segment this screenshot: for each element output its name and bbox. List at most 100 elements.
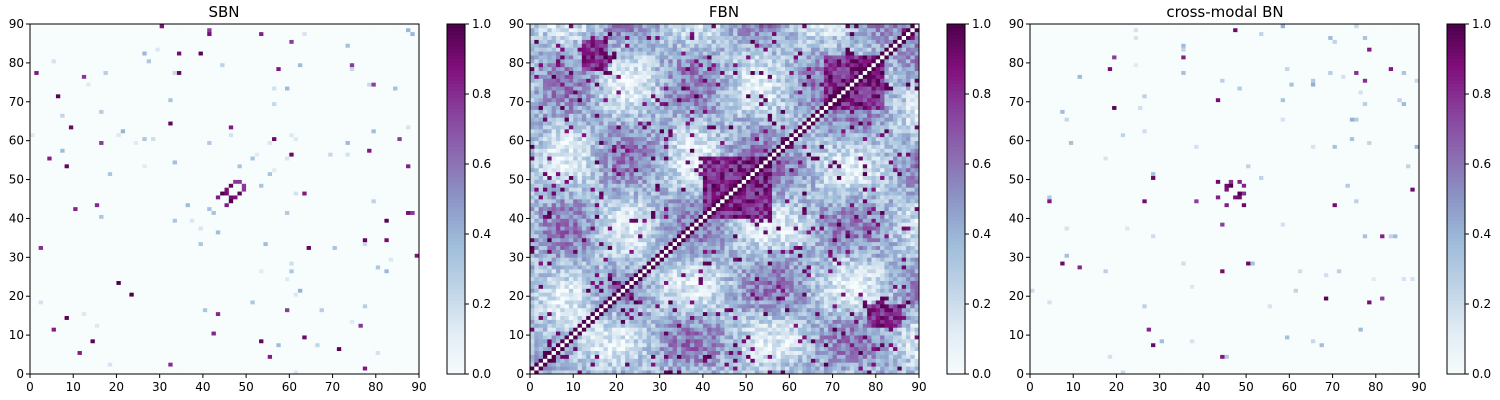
heatmap-cell bbox=[207, 288, 212, 292]
heatmap-cell bbox=[86, 300, 91, 304]
heatmap-cell bbox=[298, 331, 303, 335]
heatmap-cell bbox=[289, 160, 294, 164]
heatmap-cell bbox=[112, 183, 117, 187]
heatmap-cell bbox=[99, 211, 104, 215]
heatmap-cell bbox=[289, 172, 294, 176]
heatmap-cell bbox=[246, 230, 251, 234]
heatmap-cell bbox=[203, 218, 208, 222]
heatmap-cell bbox=[56, 250, 61, 254]
heatmap-cell bbox=[82, 172, 87, 176]
heatmap-cell bbox=[181, 261, 186, 265]
heatmap-cell bbox=[311, 211, 316, 215]
heatmap-cell bbox=[328, 320, 333, 324]
heatmap-cell bbox=[34, 180, 39, 184]
heatmap-cell bbox=[129, 257, 134, 261]
heatmap-cell bbox=[129, 199, 134, 203]
heatmap-cell bbox=[272, 203, 277, 207]
heatmap-cell bbox=[242, 343, 247, 347]
heatmap-cell bbox=[73, 281, 78, 285]
heatmap-cell bbox=[103, 199, 108, 203]
heatmap-cell bbox=[190, 285, 195, 289]
heatmap-cell bbox=[52, 366, 57, 370]
heatmap-cell bbox=[60, 203, 65, 207]
heatmap-cell bbox=[164, 355, 169, 359]
heatmap-cell bbox=[328, 308, 333, 312]
heatmap-cell bbox=[147, 176, 152, 180]
heatmap-cell bbox=[199, 242, 204, 246]
heatmap-cell bbox=[298, 207, 303, 211]
heatmap-cell bbox=[233, 222, 238, 226]
heatmap-cell bbox=[147, 238, 152, 242]
heatmap-cell bbox=[233, 343, 238, 347]
heatmap-cell bbox=[363, 269, 368, 273]
heatmap-cell bbox=[259, 207, 264, 211]
heatmap-cell bbox=[410, 207, 415, 211]
heatmap-cell bbox=[52, 160, 57, 164]
heatmap-cell bbox=[367, 172, 372, 176]
heatmap-cell bbox=[43, 327, 48, 331]
heatmap-cell bbox=[289, 164, 294, 168]
heatmap-cell bbox=[354, 191, 359, 195]
heatmap-cell bbox=[268, 253, 273, 257]
heatmap-cell bbox=[56, 304, 61, 308]
heatmap-cell bbox=[69, 335, 74, 339]
heatmap-cell bbox=[268, 226, 273, 230]
heatmap-cell bbox=[177, 172, 182, 176]
heatmap-cell bbox=[151, 265, 156, 269]
heatmap-cell bbox=[160, 358, 165, 362]
heatmap-cell bbox=[311, 304, 316, 308]
heatmap-cell bbox=[376, 323, 381, 327]
heatmap-cell bbox=[320, 176, 325, 180]
heatmap-cell bbox=[307, 281, 312, 285]
heatmap-cell bbox=[276, 296, 281, 300]
heatmap-cell bbox=[181, 277, 186, 281]
heatmap-cell bbox=[82, 277, 87, 281]
heatmap-cell bbox=[134, 242, 139, 246]
heatmap-cell bbox=[281, 362, 286, 366]
heatmap-cell bbox=[410, 191, 415, 195]
heatmap-cell bbox=[380, 253, 385, 257]
heatmap-cell bbox=[73, 222, 78, 226]
heatmap-cell bbox=[363, 323, 368, 327]
heatmap-cell bbox=[333, 172, 338, 176]
heatmap-cell bbox=[86, 296, 91, 300]
heatmap-cell bbox=[337, 300, 342, 304]
heatmap-cell bbox=[380, 269, 385, 273]
heatmap-cell bbox=[121, 164, 126, 168]
heatmap-cell bbox=[203, 195, 208, 199]
heatmap-cell bbox=[43, 187, 48, 191]
heatmap-cell bbox=[315, 246, 320, 250]
heatmap-cell bbox=[155, 164, 160, 168]
heatmap-cell bbox=[164, 320, 169, 324]
heatmap-cell bbox=[173, 199, 178, 203]
heatmap-cell bbox=[212, 250, 217, 254]
heatmap-cell bbox=[268, 180, 273, 184]
heatmap-cell bbox=[30, 327, 35, 331]
heatmap-cell bbox=[190, 362, 195, 366]
heatmap-cell bbox=[103, 296, 108, 300]
heatmap-cell bbox=[268, 366, 273, 370]
heatmap-cell bbox=[268, 176, 273, 180]
heatmap-cell bbox=[43, 253, 48, 257]
heatmap-cell bbox=[354, 358, 359, 362]
heatmap-cell bbox=[337, 273, 342, 277]
heatmap-cell bbox=[333, 211, 338, 215]
heatmap-cell bbox=[397, 234, 402, 238]
heatmap-cell bbox=[384, 195, 389, 199]
heatmap-cell bbox=[138, 351, 143, 355]
heatmap-cell bbox=[69, 253, 74, 257]
heatmap-cell bbox=[384, 230, 389, 234]
heatmap-cell bbox=[78, 273, 83, 277]
heatmap-cell bbox=[216, 300, 221, 304]
heatmap-cell bbox=[47, 172, 52, 176]
heatmap-cell bbox=[60, 257, 65, 261]
heatmap-cell bbox=[376, 362, 381, 366]
heatmap-cell bbox=[173, 288, 178, 292]
heatmap-cell bbox=[190, 347, 195, 351]
heatmap-cell bbox=[255, 269, 260, 273]
heatmap-cell bbox=[268, 218, 273, 222]
heatmap-cell bbox=[43, 160, 48, 164]
heatmap-cell bbox=[371, 351, 376, 355]
heatmap-cell bbox=[242, 265, 247, 269]
heatmap-cell bbox=[320, 312, 325, 316]
